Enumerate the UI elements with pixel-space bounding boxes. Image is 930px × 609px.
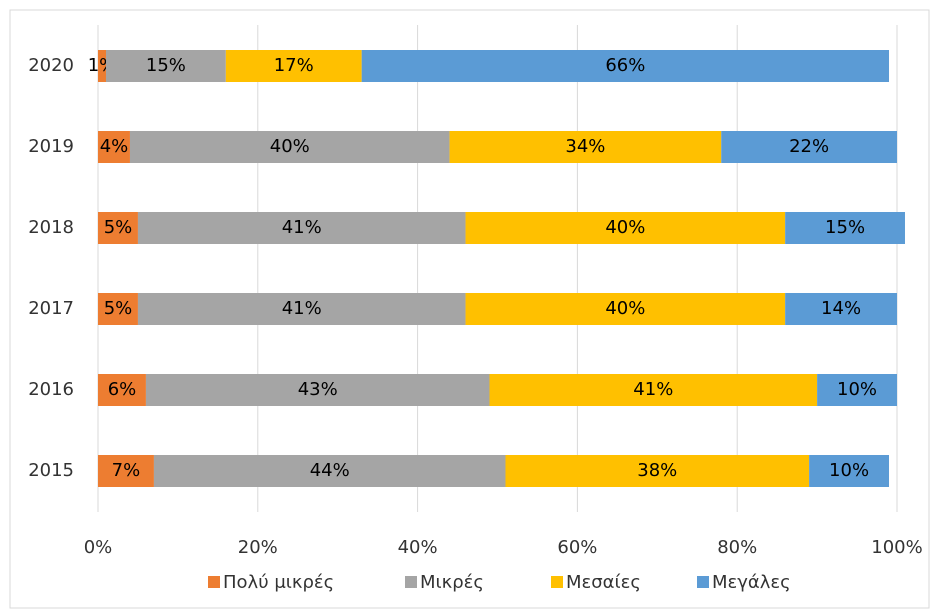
data-label: 38% [637,460,677,481]
bar-segment [137,293,466,325]
bar-segment [721,131,897,163]
data-label: 40% [605,217,645,238]
data-label: 41% [633,379,673,400]
y-tick-label: 2018 [28,217,74,238]
y-tick-label: 2016 [28,379,74,400]
bar-segment [785,212,905,244]
bar-segment [137,212,466,244]
data-label: 40% [605,298,645,319]
bar-segment [98,212,138,244]
legend-label: Μεγάλες [712,572,791,593]
y-tick-label: 2019 [28,136,74,157]
bar-segment [145,374,490,406]
bar-segment [105,50,226,82]
data-label: 43% [298,379,338,400]
data-label: 10% [829,460,869,481]
data-label: 7% [112,460,141,481]
data-label: 4% [100,136,129,157]
legend-swatch [551,576,563,588]
x-tick-label: 100% [871,537,922,558]
bar-segment [817,374,897,406]
data-label: 41% [282,298,322,319]
bar-segment [225,50,362,82]
bar-segment [129,131,450,163]
bar-segment [361,50,890,82]
data-label: 5% [104,217,133,238]
legend-label: Μεσαίες [566,572,641,593]
bar-segment [449,131,722,163]
data-label: 10% [837,379,877,400]
bar-segment [505,455,810,487]
data-label: 5% [104,298,133,319]
bar-segment [785,293,897,325]
bar-segment [809,455,890,487]
data-label: 41% [282,217,322,238]
data-label: 22% [789,136,829,157]
y-tick-label: 2015 [28,460,74,481]
x-tick-label: 80% [717,537,757,558]
bar-segment [98,293,138,325]
chart-border [9,9,930,609]
x-tick-label: 20% [238,537,278,558]
y-tick-label: 2017 [28,298,74,319]
legend-swatch [208,576,220,588]
bar-segment [98,374,146,406]
bar-segment [465,293,786,325]
x-tick-label: 0% [84,537,113,558]
legend-label: Πολύ μικρές [223,572,334,593]
legend-label: Μικρές [420,572,484,593]
bar-segment [465,212,786,244]
bar-segment [98,455,154,487]
x-tick-label: 60% [557,537,597,558]
data-label: 66% [605,55,645,76]
data-label: 6% [108,379,137,400]
y-tick-label: 2020 [28,55,74,76]
data-label: 34% [565,136,605,157]
data-label: 15% [146,55,186,76]
legend-swatch [697,576,709,588]
x-tick-label: 40% [398,537,438,558]
bar-segment [98,131,130,163]
bar-segment [489,374,818,406]
legend-swatch [405,576,417,588]
data-label: 44% [310,460,350,481]
data-label: 14% [821,298,861,319]
bar-segment [98,50,106,82]
bar-segment [153,455,506,487]
data-label: 40% [270,136,310,157]
data-label: 15% [825,217,865,238]
data-label: 17% [274,55,314,76]
